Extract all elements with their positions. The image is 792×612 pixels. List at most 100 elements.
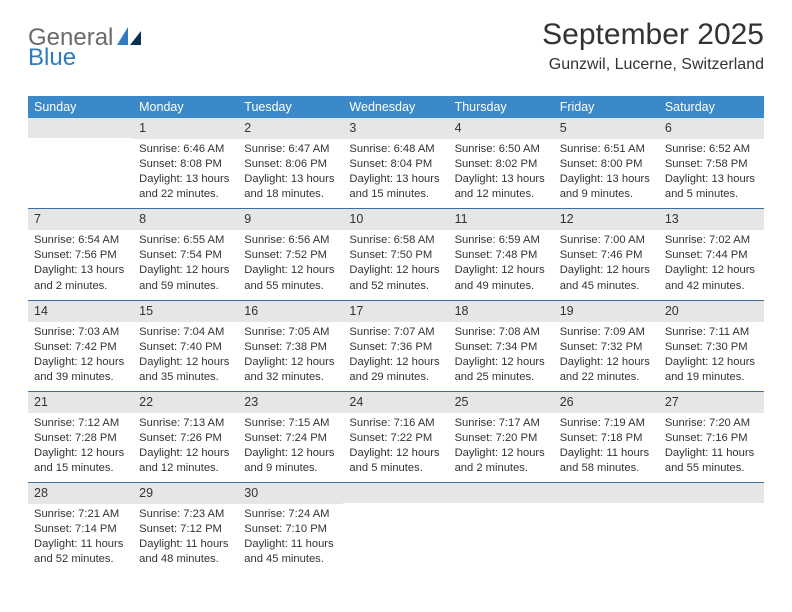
daylight2-text: and 58 minutes.: [560, 461, 653, 476]
daylight1-text: Daylight: 12 hours: [139, 263, 232, 278]
sunset-text: Sunset: 7:58 PM: [665, 157, 758, 172]
day-number: 27: [659, 392, 764, 413]
daylight2-text: and 15 minutes.: [34, 461, 127, 476]
sunrise-text: Sunrise: 7:09 AM: [560, 325, 653, 340]
daylight1-text: Daylight: 12 hours: [455, 446, 548, 461]
daylight1-text: Daylight: 11 hours: [139, 537, 232, 552]
sunrise-text: Sunrise: 6:59 AM: [455, 233, 548, 248]
day-cell: 13Sunrise: 7:02 AMSunset: 7:44 PMDayligh…: [659, 209, 764, 299]
sunset-text: Sunset: 7:16 PM: [665, 431, 758, 446]
sunset-text: Sunset: 7:46 PM: [560, 248, 653, 263]
day-cell: [28, 118, 133, 208]
sunrise-text: Sunrise: 6:55 AM: [139, 233, 232, 248]
daylight2-text: and 52 minutes.: [34, 552, 127, 567]
day-cell: 12Sunrise: 7:00 AMSunset: 7:46 PMDayligh…: [554, 209, 659, 299]
day-number: 13: [659, 209, 764, 230]
sunrise-text: Sunrise: 6:56 AM: [244, 233, 337, 248]
daylight2-text: and 2 minutes.: [34, 279, 127, 294]
day-number: [28, 118, 133, 138]
day-number: 24: [343, 392, 448, 413]
daylight1-text: Daylight: 12 hours: [349, 446, 442, 461]
sunset-text: Sunset: 7:30 PM: [665, 340, 758, 355]
sunset-text: Sunset: 7:22 PM: [349, 431, 442, 446]
daylight1-text: Daylight: 12 hours: [455, 263, 548, 278]
day-cell: 6Sunrise: 6:52 AMSunset: 7:58 PMDaylight…: [659, 118, 764, 208]
sunrise-text: Sunrise: 6:51 AM: [560, 142, 653, 157]
sunrise-text: Sunrise: 7:03 AM: [34, 325, 127, 340]
daylight1-text: Daylight: 13 hours: [139, 172, 232, 187]
daylight1-text: Daylight: 12 hours: [244, 355, 337, 370]
day-number: 16: [238, 301, 343, 322]
day-cell: 2Sunrise: 6:47 AMSunset: 8:06 PMDaylight…: [238, 118, 343, 208]
title-block: September 2025 Gunzwil, Lucerne, Switzer…: [542, 18, 764, 74]
day-cell: 24Sunrise: 7:16 AMSunset: 7:22 PMDayligh…: [343, 392, 448, 482]
daylight2-text: and 22 minutes.: [560, 370, 653, 385]
day-cell: 4Sunrise: 6:50 AMSunset: 8:02 PMDaylight…: [449, 118, 554, 208]
daylight2-text: and 32 minutes.: [244, 370, 337, 385]
day-cell: 30 Sunrise: 7:24 AMSunset: 7:10 PMDayligh…: [238, 483, 343, 573]
sunrise-text: Sunrise: 7:12 AM: [34, 416, 127, 431]
day-cell: 22Sunrise: 7:13 AMSunset: 7:26 PMDayligh…: [133, 392, 238, 482]
daylight1-text: Daylight: 12 hours: [560, 355, 653, 370]
day-cell: 19Sunrise: 7:09 AMSunset: 7:32 PMDayligh…: [554, 301, 659, 391]
day-number: 1: [133, 118, 238, 139]
sunset-text: Sunset: 7:44 PM: [665, 248, 758, 263]
sunset-text: Sunset: 7:10 PM: [244, 522, 337, 537]
day-number: 9: [238, 209, 343, 230]
sunrise-text: Sunrise: 7:21 AM: [34, 507, 127, 522]
sunset-text: Sunset: 8:06 PM: [244, 157, 337, 172]
day-number: 29: [133, 483, 238, 504]
daylight1-text: Daylight: 11 hours: [560, 446, 653, 461]
daylight2-text: and 35 minutes.: [139, 370, 232, 385]
calendar: SundayMondayTuesdayWednesdayThursdayFrid…: [28, 96, 764, 574]
daylight2-text: and 45 minutes.: [244, 552, 337, 567]
page-title: September 2025: [542, 18, 764, 52]
sunrise-text: Sunrise: 7:07 AM: [349, 325, 442, 340]
day-cell: 5Sunrise: 6:51 AMSunset: 8:00 PMDaylight…: [554, 118, 659, 208]
day-number: [449, 483, 554, 503]
sunrise-text: Sunrise: 7:24 AM: [244, 507, 337, 522]
daylight1-text: Daylight: 13 hours: [455, 172, 548, 187]
daylight1-text: Daylight: 12 hours: [244, 446, 337, 461]
daylight1-text: Daylight: 12 hours: [34, 446, 127, 461]
day-header: Saturday: [659, 96, 764, 118]
daylight2-text: and 55 minutes.: [665, 461, 758, 476]
sunrise-text: Sunrise: 7:23 AM: [139, 507, 232, 522]
daylight1-text: Daylight: 11 hours: [244, 537, 337, 552]
day-cell: 15Sunrise: 7:04 AMSunset: 7:40 PMDayligh…: [133, 301, 238, 391]
sunrise-text: Sunrise: 7:11 AM: [665, 325, 758, 340]
location: Gunzwil, Lucerne, Switzerland: [542, 56, 764, 74]
day-cell: 17Sunrise: 7:07 AMSunset: 7:36 PMDayligh…: [343, 301, 448, 391]
day-number: 10: [343, 209, 448, 230]
day-cell: 18Sunrise: 7:08 AMSunset: 7:34 PMDayligh…: [449, 301, 554, 391]
daylight1-text: Daylight: 13 hours: [560, 172, 653, 187]
daylight2-text: and 59 minutes.: [139, 279, 232, 294]
sunset-text: Sunset: 8:02 PM: [455, 157, 548, 172]
daylight2-text: and 12 minutes.: [455, 187, 548, 202]
day-number: 20: [659, 301, 764, 322]
day-header: Tuesday: [238, 96, 343, 118]
sunset-text: Sunset: 7:24 PM: [244, 431, 337, 446]
day-number: 30: [238, 483, 343, 504]
week-row: 28Sunrise: 7:21 AMSunset: 7:14 PMDayligh…: [28, 483, 764, 573]
sunset-text: Sunset: 8:08 PM: [139, 157, 232, 172]
sunset-text: Sunset: 7:32 PM: [560, 340, 653, 355]
sunset-text: Sunset: 7:18 PM: [560, 431, 653, 446]
sunset-text: Sunset: 7:38 PM: [244, 340, 337, 355]
sunrise-text: Sunrise: 7:19 AM: [560, 416, 653, 431]
daylight2-text: and 5 minutes.: [349, 461, 442, 476]
day-cell: 21Sunrise: 7:12 AMSunset: 7:28 PMDayligh…: [28, 392, 133, 482]
sunrise-text: Sunrise: 7:04 AM: [139, 325, 232, 340]
daylight2-text: and 22 minutes.: [139, 187, 232, 202]
day-cell: 10Sunrise: 6:58 AMSunset: 7:50 PMDayligh…: [343, 209, 448, 299]
sunrise-text: Sunrise: 7:20 AM: [665, 416, 758, 431]
day-number: [343, 483, 448, 503]
week-row: 14Sunrise: 7:03 AMSunset: 7:42 PMDayligh…: [28, 301, 764, 392]
sunrise-text: Sunrise: 7:15 AM: [244, 416, 337, 431]
daylight2-text: and 5 minutes.: [665, 187, 758, 202]
day-cell: 9Sunrise: 6:56 AMSunset: 7:52 PMDaylight…: [238, 209, 343, 299]
daylight1-text: Daylight: 12 hours: [349, 263, 442, 278]
day-cell: 11Sunrise: 6:59 AMSunset: 7:48 PMDayligh…: [449, 209, 554, 299]
sunset-text: Sunset: 7:28 PM: [34, 431, 127, 446]
sunrise-text: Sunrise: 7:00 AM: [560, 233, 653, 248]
